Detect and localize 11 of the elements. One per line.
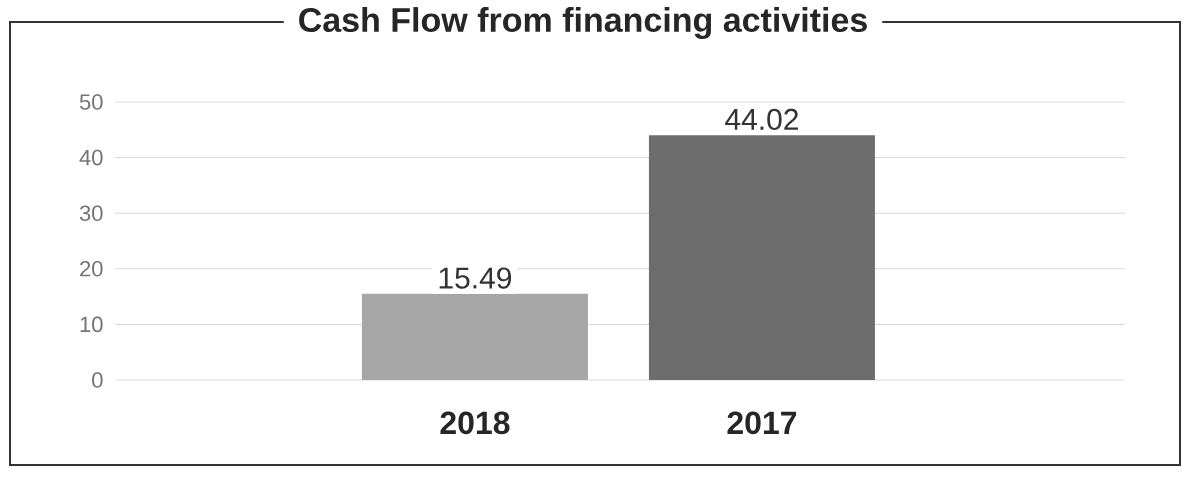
chart-title: Cash Flow from financing activities [299,7,867,39]
x-tick-label: 2018 [440,411,510,435]
y-tick-label: 20 [80,261,103,277]
y-tick-label: 40 [79,149,103,166]
data-label: 15.49 [439,267,512,289]
y-tick-label: 10 [80,316,103,333]
y-tick-label: 30 [79,205,103,221]
y-tick-label: 50 [79,94,103,110]
x-tick-label: 2017 [727,411,797,435]
y-tick-label: 0 [92,372,103,388]
data-label: 44.02 [725,108,798,131]
